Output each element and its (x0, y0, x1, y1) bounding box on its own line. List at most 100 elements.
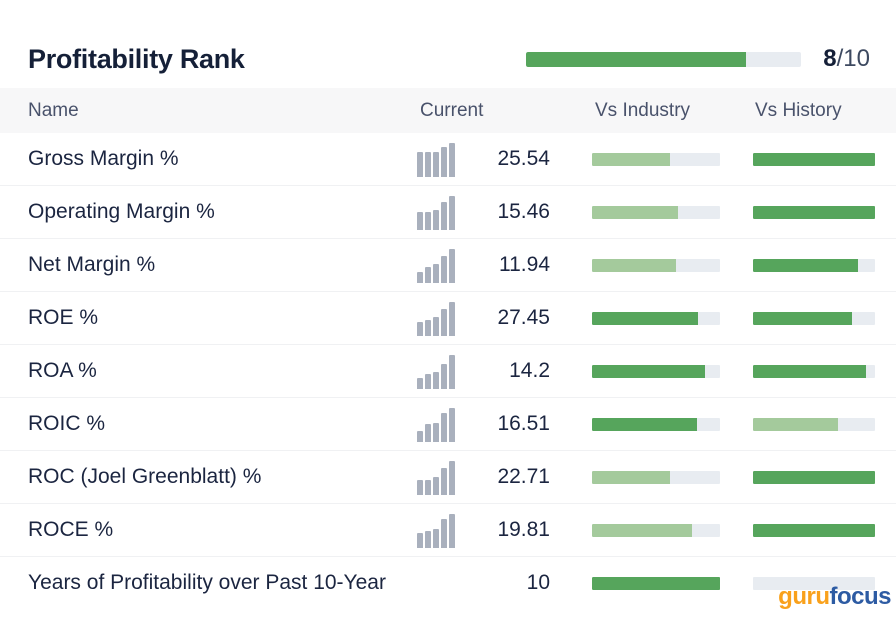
icon-bar (441, 413, 447, 442)
mini-bar-chart-icon (417, 141, 459, 177)
icon-bar (417, 480, 423, 495)
icon-bar (417, 533, 423, 548)
rank-score-value: 8 (823, 45, 837, 72)
icon-bar (441, 147, 447, 177)
vs-history-bar-fill (753, 417, 839, 431)
icon-bar (417, 212, 423, 230)
vs-industry-bar (592, 576, 720, 590)
column-header-current: Current (420, 99, 484, 121)
mini-bar-chart-icon (417, 247, 459, 283)
rank-score: 8/10 (823, 45, 870, 73)
vs-industry-bar-fill (592, 311, 699, 325)
vs-history-bar (753, 152, 875, 166)
vs-industry-bar (592, 311, 720, 325)
mini-bar-chart-icon (417, 194, 459, 230)
metric-name: Gross Margin % (28, 146, 179, 170)
mini-bar-chart-icon (417, 300, 459, 336)
vs-industry-bar-fill (592, 417, 697, 431)
vs-industry-bar-fill (592, 364, 705, 378)
icon-bar (433, 477, 439, 495)
metric-current-value: 16.51 (497, 412, 550, 435)
icon-bar (417, 377, 423, 389)
icon-bar (449, 461, 455, 495)
metric-name: Net Margin % (28, 252, 156, 276)
metric-name: ROCE % (28, 517, 114, 541)
icon-bar (433, 151, 439, 177)
vs-history-bar-fill (753, 152, 875, 166)
metric-name: ROC (Joel Greenblatt) % (28, 464, 262, 488)
vs-history-bar-fill (753, 205, 875, 219)
icon-bar (449, 143, 455, 177)
icon-bar (417, 151, 423, 177)
icon-bar (449, 196, 455, 230)
icon-bar (417, 430, 423, 442)
vs-history-bar-fill (753, 523, 875, 537)
vs-industry-bar (592, 258, 720, 272)
metric-current-value: 10 (526, 571, 550, 594)
icon-bar (417, 322, 423, 336)
icon-bar (449, 355, 455, 389)
vs-industry-bar (592, 364, 720, 378)
table-row: Years of Profitability over Past 10-Year… (0, 557, 896, 609)
table-row: ROE % 27.45 (0, 292, 896, 345)
table-row: ROCE % 19.81 (0, 504, 896, 557)
vs-history-bar (753, 258, 875, 272)
vs-history-bar (753, 470, 875, 484)
icon-bar (449, 514, 455, 548)
vs-industry-bar (592, 523, 720, 537)
metric-current-value: 22.71 (497, 465, 550, 488)
vs-industry-bar (592, 205, 720, 219)
icon-bar (433, 423, 439, 442)
table-row: ROA % 14.2 (0, 345, 896, 398)
icon-bar (433, 529, 439, 548)
vs-history-bar (753, 311, 875, 325)
vs-history-bar (753, 523, 875, 537)
icon-bar (425, 151, 431, 177)
logo-text-focus: focus (829, 583, 891, 610)
vs-history-bar (753, 364, 875, 378)
icon-bar (441, 256, 447, 283)
vs-industry-bar (592, 470, 720, 484)
icon-bar (441, 468, 447, 495)
mini-bar-chart-icon (417, 565, 459, 601)
table-row: Gross Margin % 25.54 (0, 133, 896, 186)
icon-bar (441, 363, 447, 389)
vs-history-bar (753, 576, 875, 590)
metric-current-value: 11.94 (499, 253, 550, 276)
icon-bar (441, 202, 447, 230)
vs-history-bar (753, 205, 875, 219)
mini-bar-chart-icon (417, 512, 459, 548)
page-title: Profitability Rank (28, 43, 245, 74)
mini-bar-chart-icon (417, 353, 459, 389)
table-header: Name Current Vs Industry Vs History (0, 88, 896, 133)
vs-industry-bar (592, 152, 720, 166)
icon-bar (425, 480, 431, 495)
metric-name: ROIC % (28, 411, 106, 435)
icon-bar (433, 209, 439, 230)
table-body: Gross Margin % 25.54 Operating Margin % … (0, 133, 896, 609)
metric-name: ROE % (28, 305, 99, 329)
gurufocus-logo: gurufocus (778, 583, 891, 611)
column-header-vs-industry: Vs Industry (595, 99, 691, 121)
table-row: Operating Margin % 15.46 (0, 186, 896, 239)
metric-current-value: 25.54 (497, 147, 550, 170)
metric-name: ROA % (28, 358, 97, 382)
icon-bar (449, 302, 455, 336)
column-header-vs-history: Vs History (755, 99, 842, 121)
mini-bar-chart-icon (417, 406, 459, 442)
table-row: ROC (Joel Greenblatt) % 22.71 (0, 451, 896, 504)
vs-industry-bar-fill (592, 576, 720, 590)
vs-industry-bar-fill (592, 258, 677, 272)
icon-bar (425, 319, 431, 336)
metric-current-value: 14.2 (509, 359, 550, 382)
icon-bar (425, 374, 431, 389)
vs-industry-bar-fill (592, 523, 692, 537)
metric-current-value: 15.46 (497, 200, 550, 223)
rank-indicator: 8/10 (526, 45, 870, 73)
icon-bar (433, 264, 439, 283)
icon-bar (441, 309, 447, 336)
metric-name: Operating Margin % (28, 199, 215, 223)
icon-bar (425, 424, 431, 442)
column-header-name: Name (28, 99, 79, 121)
